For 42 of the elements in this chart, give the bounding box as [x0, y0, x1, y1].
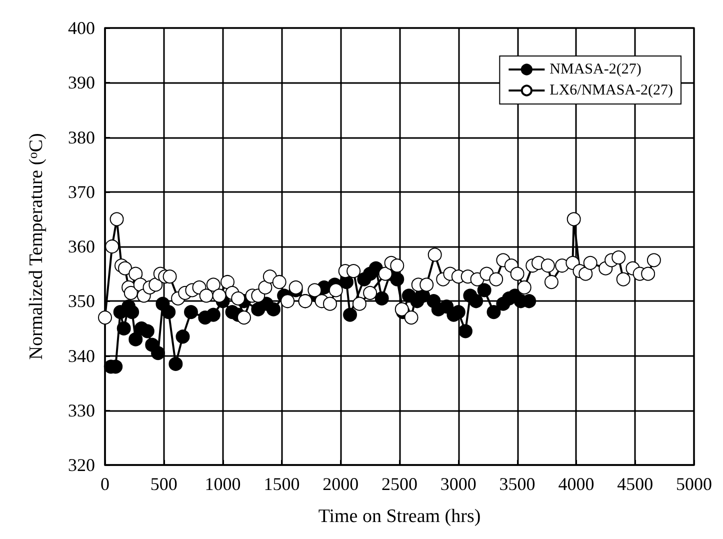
- x-axis-title: Time on Stream (hrs): [318, 506, 481, 527]
- y-axis-title: Normalized Temperature (oC): [25, 133, 47, 360]
- point: [140, 324, 154, 338]
- y-tick-label: 360: [68, 236, 95, 256]
- point: [486, 305, 501, 320]
- point: [206, 308, 220, 322]
- point: [151, 346, 166, 360]
- point: [162, 305, 176, 320]
- x-tick-label: 3000: [440, 474, 476, 494]
- x-tick-label: 2000: [322, 474, 359, 494]
- point: [343, 308, 358, 322]
- y-tick-label: 400: [68, 18, 95, 38]
- point: [125, 305, 140, 320]
- y-tick-label: 340: [68, 346, 95, 366]
- x-tick-label: 4500: [617, 474, 654, 494]
- y-tick-label: 330: [68, 400, 95, 420]
- legend-label: LX6/NMASA-2(27): [550, 82, 674, 98]
- x-tick-label: 4000: [558, 474, 594, 494]
- x-tick-label: 0: [100, 474, 110, 494]
- x-tick-label: 500: [150, 474, 178, 494]
- point: [168, 356, 183, 371]
- point: [458, 324, 472, 338]
- y-tick-label: 320: [68, 455, 95, 475]
- point: [469, 294, 484, 308]
- x-tick-label: 1500: [264, 474, 300, 494]
- point: [266, 302, 280, 316]
- point: [374, 291, 389, 306]
- y-tick-label: 380: [68, 127, 95, 148]
- y-tick-label: 390: [68, 72, 95, 93]
- point: [184, 305, 198, 320]
- point: [390, 272, 404, 286]
- x-tick-label: 5000: [676, 474, 712, 494]
- y-tick-label: 350: [68, 291, 95, 312]
- x-tick-label: 3500: [499, 474, 536, 494]
- x-tick-label: 1000: [204, 474, 241, 494]
- point: [477, 283, 492, 298]
- point: [116, 321, 131, 336]
- x-tick-label: 2500: [382, 474, 418, 494]
- y-tick-label: 370: [68, 182, 95, 202]
- point: [128, 332, 143, 346]
- point: [176, 330, 190, 344]
- legend-label: NMASA-2(27): [550, 62, 642, 78]
